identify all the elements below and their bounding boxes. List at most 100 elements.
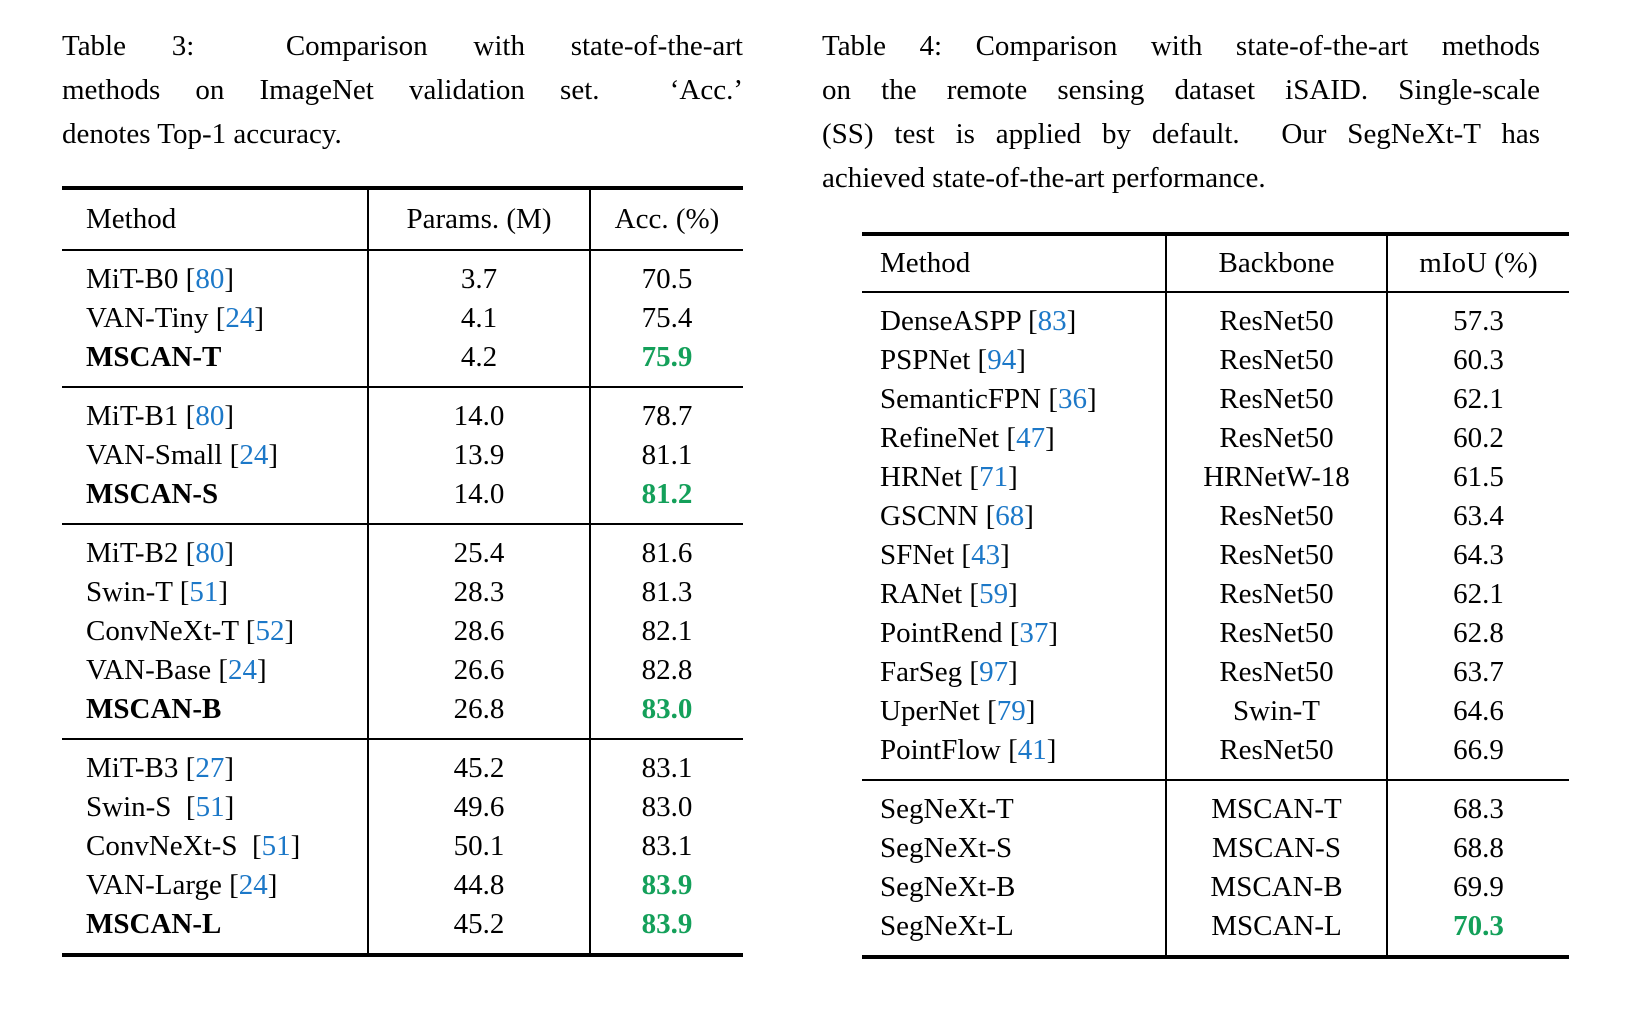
citation-link[interactable]: 71 [979, 461, 1009, 493]
params-cell: 44.8 [367, 866, 590, 905]
method-name: MiT-B1 [86, 400, 179, 432]
params-cell: 28.3 [367, 573, 590, 612]
t3-group-3: MiT-B3 [27] 45.2 83.1 Swin-S [51] 49.6 83.0 Co… [62, 739, 743, 955]
acc-cell: 83.1 [589, 739, 743, 788]
backbone-cell: MSCAN-S [1165, 829, 1387, 868]
citation-link[interactable]: 59 [979, 578, 1009, 610]
table3-caption-line: Table 3: Comparison with state-of-the-ar… [62, 30, 743, 62]
table4-isaid-comparison: Method Backbone mIoU (%) DenseASPP [83] R… [862, 232, 1569, 959]
method-name: SemanticFPN [880, 383, 1042, 415]
acc-cell: 83.9 [589, 905, 743, 955]
table-row: SegNeXt-S MSCAN-S 68.8 [862, 829, 1569, 868]
citation-link[interactable]: 37 [1019, 617, 1049, 649]
citation-link[interactable]: 24 [225, 302, 255, 334]
method-cell: SegNeXt-L [862, 907, 1166, 957]
t3-group-1: MiT-B1 [80] 14.0 78.7 VAN-Small [24] 13.9 81.… [62, 387, 743, 524]
table4-caption: Table 4: Comparison with state-of-the-ar… [822, 24, 1540, 200]
table-row: UperNet [79] Swin-T 64.6 [862, 692, 1569, 731]
table-row: FarSeg [97] ResNet50 63.7 [862, 653, 1569, 692]
method-name: VAN-Tiny [86, 302, 209, 334]
method-cell: SegNeXt-T [862, 780, 1166, 829]
col-header-backbone: Backbone [1165, 234, 1387, 292]
method-name: MSCAN-B [86, 693, 222, 725]
params-cell: 13.9 [367, 436, 590, 475]
citation-link[interactable]: 52 [255, 615, 285, 647]
citation-link[interactable]: 80 [195, 537, 225, 569]
citation-link[interactable]: 68 [995, 500, 1025, 532]
table3-caption-line: methods on ImageNet validation set. ‘Acc… [62, 74, 743, 106]
citation-link[interactable]: 43 [971, 539, 1001, 571]
params-cell: 4.1 [367, 299, 590, 338]
citation-link[interactable]: 83 [1037, 305, 1067, 337]
method-cell: PSPNet [94] [880, 344, 1026, 376]
params-cell: 45.2 [367, 905, 590, 955]
citation-link[interactable]: 51 [261, 830, 291, 862]
table3-imagenet-comparison: Method Params. (M) Acc. (%) MiT-B0 [80] 3… [62, 186, 743, 957]
citation-link[interactable]: 47 [1016, 422, 1046, 454]
citation-link[interactable]: 79 [996, 695, 1026, 727]
table4-caption-line: Table 4: Comparison with state-of-the-ar… [822, 30, 1540, 62]
citation-link[interactable]: 80 [195, 400, 225, 432]
method-cell: PointFlow [41] [880, 734, 1057, 766]
method-cell: MiT-B3 [27] [86, 752, 234, 784]
citation-link[interactable]: 36 [1058, 383, 1088, 415]
method-cell: MiT-B0 [80] [86, 263, 234, 295]
table3-caption-line: denotes Top-1 accuracy. [62, 118, 342, 150]
method-cell: RefineNet [47] [880, 422, 1055, 454]
acc-cell: 70.5 [589, 250, 743, 299]
method-cell: UperNet [79] [880, 695, 1036, 727]
citation-link[interactable]: 51 [195, 791, 225, 823]
citation-link[interactable]: 27 [195, 752, 225, 784]
table-row: SegNeXt-L MSCAN-L 70.3 [862, 907, 1569, 957]
col-header-method: Method [880, 247, 971, 279]
method-cell: FarSeg [97] [880, 656, 1018, 688]
table-row: PSPNet [94] ResNet50 60.3 [862, 341, 1569, 380]
miou-cell: 66.9 [1386, 731, 1569, 780]
backbone-cell: MSCAN-B [1165, 868, 1387, 907]
citation-link[interactable]: 80 [195, 263, 225, 295]
col-header-method: Method [86, 203, 177, 235]
t3-group-2: MiT-B2 [80] 25.4 81.6 Swin-T [51] 28.3 81.3 Co… [62, 524, 743, 739]
table4-caption-line: achieved state-of-the-art performance. [822, 162, 1266, 194]
backbone-cell: ResNet50 [1165, 614, 1387, 653]
table-row: MSCAN-S 14.0 81.2 [62, 475, 743, 524]
method-cell: SegNeXt-B [862, 868, 1166, 907]
acc-cell: 83.0 [589, 788, 743, 827]
method-name: PointFlow [880, 734, 1001, 766]
table-row: PointRend [37] ResNet50 62.8 [862, 614, 1569, 653]
table3-caption: Table 3: Comparison with state-of-the-ar… [62, 24, 743, 156]
method-cell: MSCAN-L [62, 905, 368, 955]
params-cell: 45.2 [367, 739, 590, 788]
backbone-cell: ResNet50 [1165, 536, 1387, 575]
method-name: FarSeg [880, 656, 963, 688]
citation-link[interactable]: 24 [238, 869, 268, 901]
method-cell: ConvNeXt-T [52] [86, 615, 295, 647]
method-cell: VAN-Large [24] [86, 869, 278, 901]
table-row: Swin-T [51] 28.3 81.3 [62, 573, 743, 612]
citation-link[interactable]: 41 [1017, 734, 1047, 766]
acc-cell: 83.0 [589, 690, 743, 739]
method-cell: Swin-T [51] [86, 576, 229, 608]
method-cell: VAN-Tiny [24] [86, 302, 265, 334]
table-row: MiT-B3 [27] 45.2 83.1 [62, 739, 743, 788]
method-name: MiT-B0 [86, 263, 179, 295]
citation-link[interactable]: 51 [189, 576, 219, 608]
miou-cell: 62.1 [1386, 575, 1569, 614]
col-header-params: Params. (M) [367, 188, 590, 250]
method-name: Swin-T [86, 576, 173, 608]
method-name: PointRend [880, 617, 1003, 649]
citation-link[interactable]: 24 [239, 439, 269, 471]
miou-cell: 68.8 [1386, 829, 1569, 868]
citation-link[interactable]: 24 [228, 654, 258, 686]
table-row: MSCAN-T 4.2 75.9 [62, 338, 743, 387]
method-cell: ConvNeXt-S [51] [86, 830, 301, 862]
citation-link[interactable]: 97 [979, 656, 1009, 688]
citation-link[interactable]: 94 [987, 344, 1017, 376]
acc-cell: 81.1 [589, 436, 743, 475]
backbone-cell: ResNet50 [1165, 419, 1387, 458]
method-cell: MSCAN-T [62, 338, 368, 387]
method-name: ConvNeXt-T [86, 615, 239, 647]
table-row: MSCAN-L 45.2 83.9 [62, 905, 743, 955]
params-cell: 4.2 [367, 338, 590, 387]
table-row: DenseASPP [83] ResNet50 57.3 [862, 292, 1569, 341]
